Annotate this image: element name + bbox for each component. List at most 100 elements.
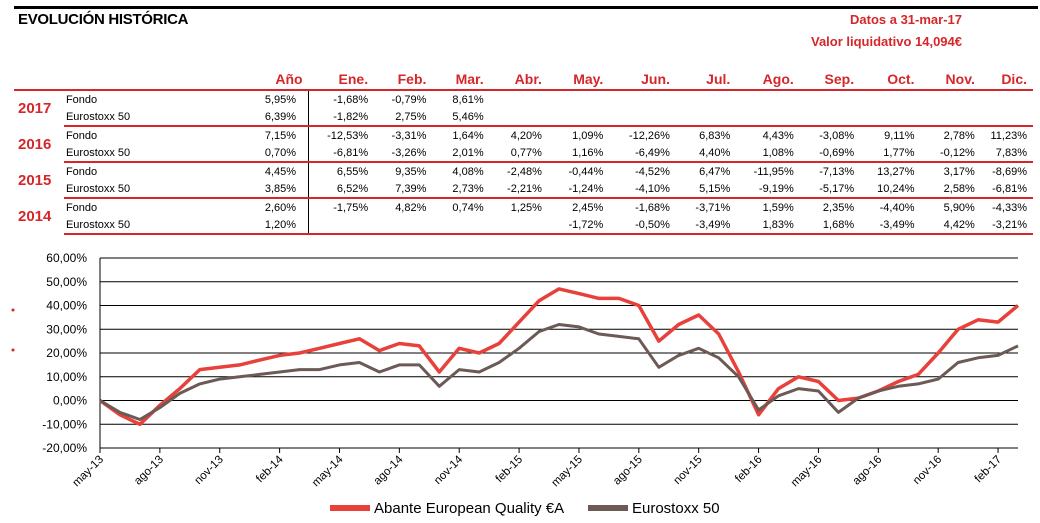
monthly-value: 4,40%: [675, 144, 737, 163]
series-line-index: [99, 323, 1019, 421]
monthly-value: [676, 90, 736, 108]
table-row: Eurostoxx 50 0,70% -6,81% -3,26% 2,01% 0,77% 1…: [14, 144, 1033, 163]
monthly-value: -6,81%: [980, 180, 1033, 199]
monthly-value: 6,55%: [336, 165, 369, 178]
monthly-value: 1,68%: [799, 216, 861, 235]
ytd-value: 5,95%: [190, 90, 310, 108]
monthly-value: [800, 90, 860, 108]
monthly-value: -2,48%: [507, 165, 542, 178]
x-tick-label: nov-15: [671, 454, 704, 487]
monthly-value: -12,53%: [327, 129, 369, 142]
series-label: Fondo: [65, 165, 98, 178]
y-axis-ticks: 60,00% 50,00% 40,00% 30,00% 20,00% 10,00% 0,00…: [42, 251, 87, 455]
monthly-value: -5,17%: [799, 180, 861, 199]
y-tick-label: 10,00%: [46, 370, 87, 384]
ytd-value: 1,20%: [190, 216, 310, 235]
x-tick-label: nov-16: [911, 454, 944, 487]
monthly-value: -3,71%: [695, 201, 731, 214]
y-tick-label: -20,00%: [42, 441, 87, 455]
x-tick-label: feb-14: [254, 453, 286, 485]
column-header: May.: [547, 70, 610, 91]
x-tick-label: ago-16: [851, 454, 885, 488]
column-header: Oct.: [860, 70, 921, 91]
y-tick-label: 0,00%: [53, 394, 87, 408]
series-lines: [98, 287, 1020, 427]
monthly-value: 7,83%: [980, 144, 1033, 163]
table-body: 2017 Fondo 5,95% -1,68% -0,79% 8,61% Eurostoxx…: [14, 90, 1033, 235]
column-header: Abr.: [489, 70, 548, 91]
table-row: 2015 Fondo 4,45% 6,55% 9,35% 4,08% -2,48% -0,44…: [14, 162, 1033, 189]
column-header: Sep.: [799, 70, 861, 91]
nav-line: Valor liquidativo 14,094€: [810, 34, 962, 49]
monthly-value: [374, 216, 433, 235]
monthly-value: 0,74%: [452, 201, 484, 214]
monthly-value: [308, 216, 375, 235]
monthly-value: 0,77%: [489, 144, 548, 163]
performance-chart: 60,00% 50,00% 40,00% 30,00% 20,00% 10,00% 0,00…: [11, 251, 1020, 490]
year-label: 2016: [18, 135, 52, 153]
monthly-value: 4,43%: [762, 129, 794, 142]
monthly-value: 6,83%: [699, 129, 731, 142]
monthly-value: -4,33%: [992, 201, 1027, 214]
y-tick-label: 30,00%: [46, 322, 87, 336]
legend-swatch: [330, 505, 370, 511]
monthly-value: -9,19%: [736, 180, 800, 199]
monthly-value: -4,52%: [635, 165, 670, 178]
monthly-value: -0,12%: [920, 144, 981, 163]
monthly-value: 1,77%: [860, 144, 921, 163]
legend-item-fund: Abante European Quality €A: [330, 498, 564, 518]
monthly-value: -6,49%: [609, 144, 676, 163]
y-tick-label: -10,00%: [42, 417, 87, 431]
x-tick-label: ago-13: [132, 454, 166, 488]
series-label: Fondo: [65, 93, 98, 106]
monthly-value: [980, 108, 1033, 127]
legend-item-index: Eurostoxx 50: [588, 498, 720, 518]
x-tick-label: ago-14: [372, 453, 406, 487]
monthly-value: -0,50%: [609, 216, 676, 235]
monthly-value: [799, 108, 861, 127]
monthly-value: 4,08%: [452, 165, 484, 178]
monthly-value: -0,79%: [391, 93, 427, 106]
legend-label: Abante European Quality €A: [374, 499, 565, 517]
x-tick-label: may-13: [71, 454, 107, 490]
legend-label: Eurostoxx 50: [632, 499, 720, 517]
monthly-value: 2,01%: [432, 144, 490, 163]
x-tick-label: nov-14: [432, 453, 466, 487]
monthly-value: 4,42%: [920, 216, 981, 235]
series-label: Eurostoxx 50: [63, 144, 191, 163]
monthly-value: 9,11%: [884, 129, 915, 142]
monthly-value: 2,75%: [374, 108, 433, 127]
monthly-value: [860, 108, 921, 127]
ytd-value: 2,60%: [190, 198, 310, 216]
monthly-value: 1,08%: [736, 144, 800, 163]
year-label: 2017: [18, 100, 52, 117]
red-marker: [11, 348, 15, 352]
y-tick-label: 40,00%: [46, 299, 87, 313]
y-tick-label: 20,00%: [46, 346, 87, 360]
monthly-value: -7,13%: [819, 165, 855, 178]
monthly-value: -1,75%: [333, 201, 369, 214]
monthly-value: [609, 108, 676, 127]
x-tick-label: may-15: [549, 454, 585, 490]
ytd-value: 7,15%: [190, 126, 310, 144]
monthly-value: -3,21%: [980, 216, 1033, 235]
table-row: 2014 Fondo 2,60% -1,75% 4,82% 0,74% 1,25% 2,45%…: [14, 198, 1033, 225]
monthly-value: [609, 90, 676, 108]
monthly-value: 1,83%: [736, 216, 800, 235]
column-header: Jun.: [609, 70, 676, 91]
monthly-value: [981, 90, 1033, 108]
monthly-value: -3,26%: [374, 144, 433, 163]
table-header-row: Año Ene. Feb. Mar. Abr. May. Jun. Jul. A…: [14, 70, 1033, 91]
monthly-value: -1,68%: [635, 201, 670, 214]
monthly-value: 8,61%: [452, 93, 484, 106]
x-tick-label: ago-15: [611, 454, 645, 488]
monthly-value: -3,49%: [675, 216, 737, 235]
column-header: Jul.: [675, 70, 737, 91]
section-title: EVOLUCIÓN HISTÓRICA: [18, 11, 189, 28]
monthly-value: -2,21%: [489, 180, 548, 199]
monthly-value: [489, 216, 548, 235]
column-header: Dic.: [980, 70, 1033, 91]
monthly-value: -12,26%: [628, 129, 670, 142]
x-tick-label: may-16: [789, 454, 825, 490]
monthly-value: -6,81%: [308, 144, 375, 163]
